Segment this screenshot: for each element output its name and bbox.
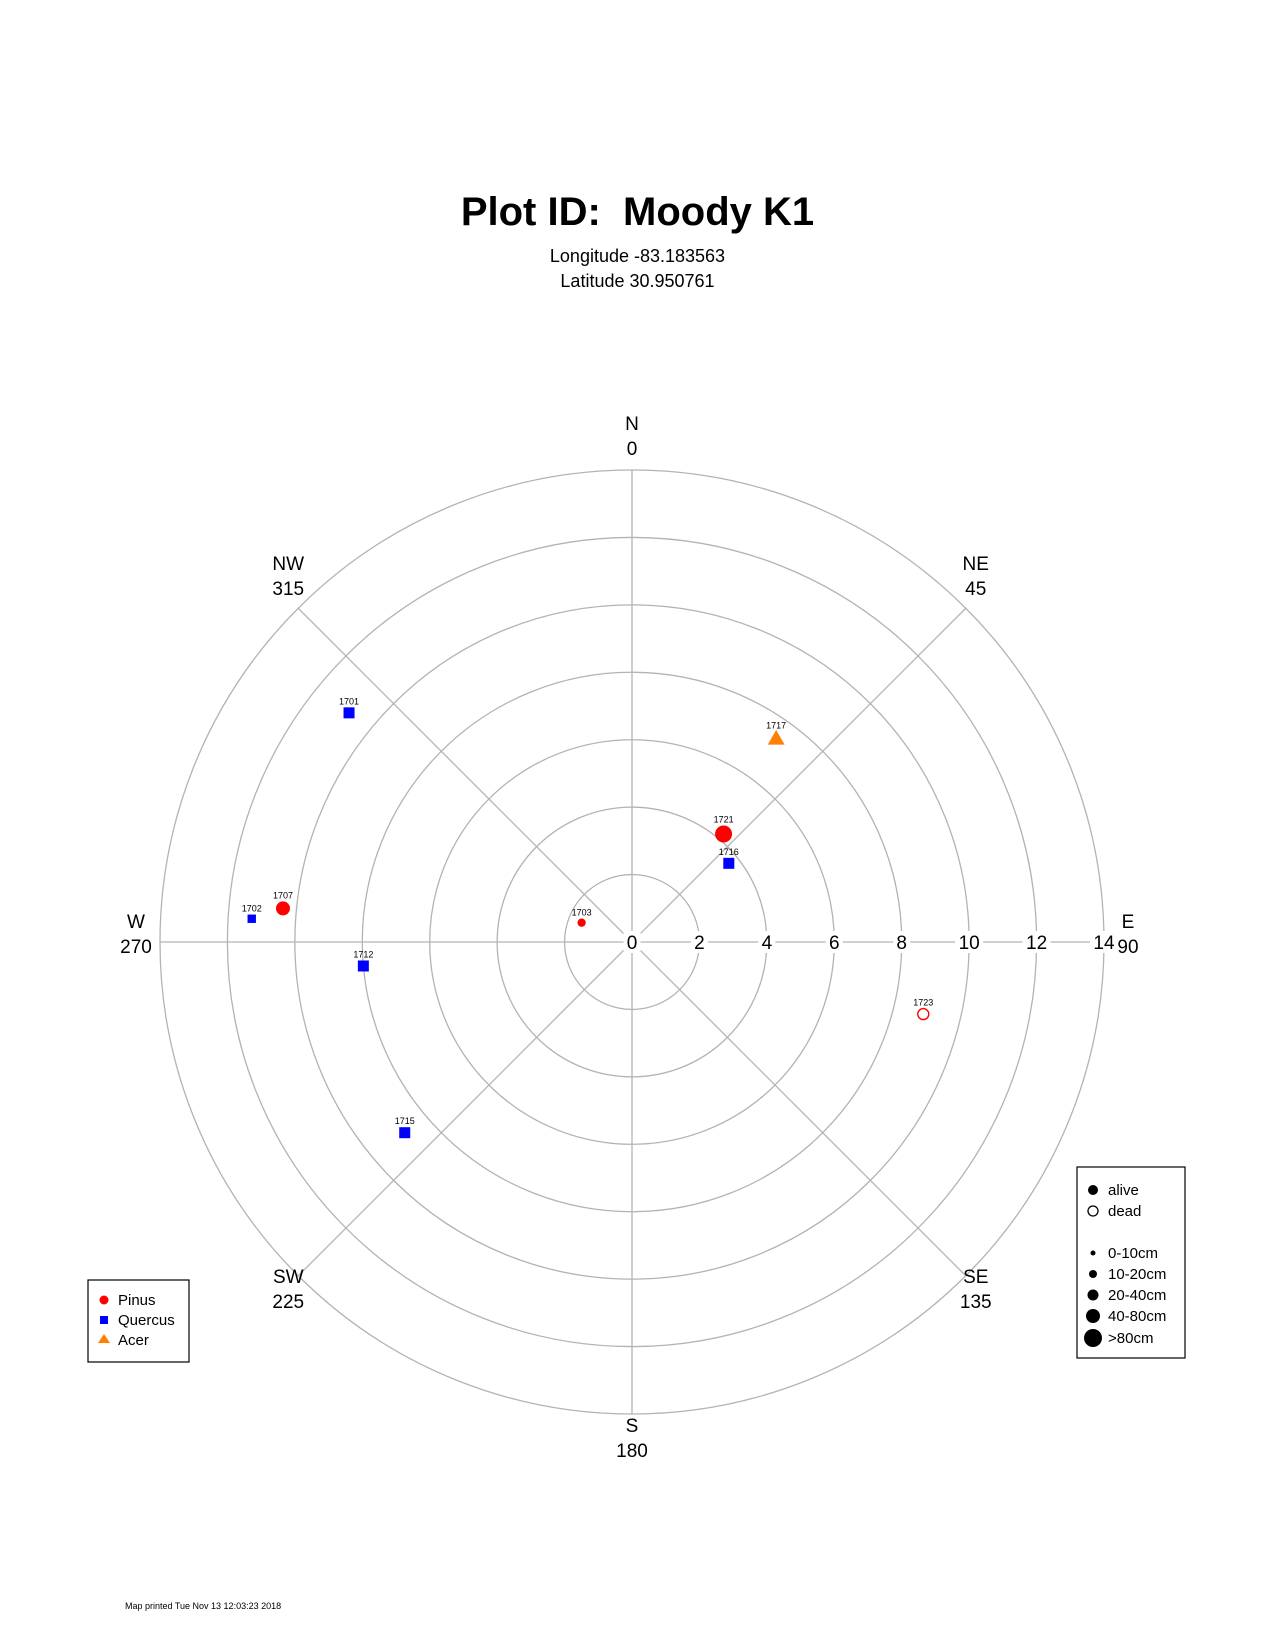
direction-labels: N 0 NE 45 E 90 SE 135 S 180 SW 225 W 270 NW 315	[120, 414, 1138, 1462]
dir-degree-se: 135	[960, 1292, 992, 1313]
spoke-nw	[297, 607, 633, 943]
dir-label-nw: NW	[272, 554, 304, 575]
tree-1707-marker	[275, 901, 290, 916]
dir-degree-n: 0	[627, 439, 638, 460]
tree-1715-label: 1715	[395, 1116, 415, 1126]
legend-size-0-10-marker	[1090, 1250, 1096, 1256]
dir-degree-s: 180	[616, 1441, 648, 1462]
legend-alive-label: alive	[1108, 1182, 1139, 1199]
dir-label-w: W	[127, 912, 145, 933]
dir-degree-w: 270	[120, 937, 152, 958]
tree-1703-label: 1703	[572, 907, 592, 917]
tree-1723-label: 1723	[913, 998, 933, 1008]
tick-label-8: 8	[896, 933, 907, 954]
legend-acer-label: Acer	[118, 1332, 149, 1349]
legend-size-80-plus-marker	[1084, 1329, 1102, 1347]
dir-degree-ne: 45	[965, 579, 986, 600]
dir-degree-e: 90	[1117, 937, 1138, 958]
dir-degree-nw: 315	[272, 579, 304, 600]
species-legend: Pinus Quercus Acer	[87, 1279, 190, 1363]
tree-1715-marker	[399, 1127, 411, 1139]
tick-bg-12	[1022, 931, 1051, 953]
legend-size-20-40-label: 20-40cm	[1108, 1287, 1166, 1304]
tree-1721-marker	[715, 825, 733, 843]
radial-tick-labels: 0 2 4 6 8 10 12 14	[623, 931, 1118, 954]
legend-alive-marker	[1088, 1185, 1098, 1195]
tick-label-10: 10	[959, 933, 980, 954]
tick-bg-6	[825, 931, 843, 953]
status-size-legend: alive dead 0-10cm 10-20cm 20-40cm 40-80c…	[1076, 1166, 1186, 1359]
tree-1717-marker	[767, 729, 785, 745]
dir-label-e: E	[1122, 912, 1135, 933]
dir-degree-sw: 225	[272, 1292, 304, 1313]
tree-1716-marker	[723, 857, 735, 869]
tree-1703-marker	[577, 918, 586, 927]
legend-quercus-label: Quercus	[118, 1312, 175, 1329]
spoke-se	[631, 941, 967, 1277]
tick-bg-8	[893, 931, 911, 953]
tree-1716-label: 1716	[719, 847, 739, 857]
tick-bg-4	[758, 931, 776, 953]
tick-bg-0	[623, 931, 641, 953]
latitude-text: Latitude 30.950761	[560, 271, 715, 291]
dir-label-n: N	[625, 414, 639, 435]
tree-1701-label: 1701	[339, 696, 359, 706]
tree-1712-marker	[357, 960, 369, 972]
legend-size-10-20-marker	[1089, 1270, 1097, 1278]
legend-pinus-marker	[99, 1295, 109, 1305]
status-legend-box	[1076, 1166, 1186, 1359]
legend-size-10-20-label: 10-20cm	[1108, 1266, 1166, 1283]
legend-acer-marker	[98, 1334, 110, 1343]
print-timestamp: Map printed Tue Nov 13 12:03:23 2018	[125, 1601, 282, 1611]
legend-quercus-marker	[100, 1316, 108, 1324]
dir-label-se: SE	[963, 1267, 988, 1288]
legend-dead-marker	[1087, 1205, 1099, 1217]
tree-1702-label: 1702	[242, 904, 262, 914]
tick-label-0: 0	[627, 933, 638, 954]
tick-bg-2	[690, 931, 708, 953]
tree-1707-label: 1707	[273, 890, 293, 900]
tree-points: 1701 1702 1703 1707 1712 1715 1716 1717 1721 1723	[242, 696, 933, 1139]
tree-1721-label: 1721	[714, 815, 734, 825]
tree-1702-marker	[247, 914, 256, 923]
plot-title: Plot ID: Moody K1	[460, 190, 815, 234]
dir-label-ne: NE	[963, 554, 989, 575]
dir-label-sw: SW	[273, 1267, 304, 1288]
tick-label-2: 2	[694, 933, 705, 954]
legend-pinus-label: Pinus	[118, 1292, 156, 1309]
spoke-ne	[631, 607, 967, 943]
legend-dead-label: dead	[1108, 1203, 1141, 1220]
tick-label-4: 4	[762, 933, 773, 954]
tree-1723-marker	[917, 1007, 930, 1021]
spoke-sw	[297, 941, 633, 1277]
tree-1701-marker	[343, 707, 355, 719]
tick-label-14: 14	[1093, 933, 1115, 954]
longitude-text: Longitude -83.183563	[549, 246, 726, 266]
tick-label-6: 6	[829, 933, 840, 954]
tree-1712-label: 1712	[353, 949, 373, 959]
legend-size-40-80-marker	[1086, 1309, 1100, 1323]
dir-label-s: S	[626, 1416, 639, 1437]
tree-1717-label: 1717	[766, 720, 786, 730]
legend-size-20-40-marker	[1087, 1289, 1099, 1301]
legend-size-80-plus-label: >80cm	[1108, 1330, 1153, 1347]
tick-bg-14	[1090, 931, 1118, 953]
legend-size-40-80-label: 40-80cm	[1108, 1308, 1166, 1325]
legend-size-0-10-label: 0-10cm	[1108, 1245, 1158, 1262]
tick-bg-10	[955, 931, 984, 953]
tick-label-12: 12	[1026, 933, 1047, 954]
direction-spokes	[160, 470, 1104, 1414]
